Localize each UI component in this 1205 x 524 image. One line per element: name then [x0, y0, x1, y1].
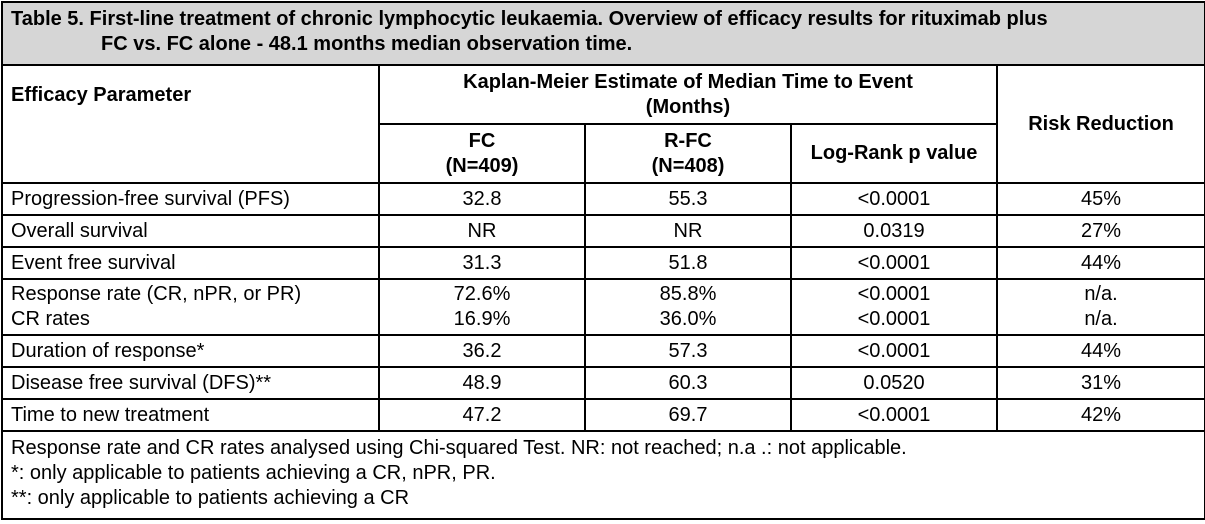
row-param-line-2: CR rates — [11, 308, 90, 330]
row-risk-reduction: 45% — [996, 182, 1205, 216]
table-row: Overall survival NR NR 0.0319 27% — [1, 214, 1205, 248]
table-row: Disease free survival (DFS)** 48.9 60.3 … — [1, 366, 1205, 400]
row-param: Duration of response* — [1, 334, 380, 368]
header-rfc-n: (N=408) — [651, 154, 725, 177]
row-pvalue: 0.0319 — [790, 214, 998, 248]
row-pvalue: 0.0520 — [790, 366, 998, 400]
row-pvalue-line-1: <0.0001 — [857, 283, 931, 305]
row-param: Progression-free survival (PFS) — [1, 182, 380, 216]
row-risk-reduction: n/a. n/a. — [996, 278, 1205, 336]
row-fc: 31.3 — [378, 246, 586, 280]
row-param: Response rate (CR, nPR, or PR) CR rates — [1, 278, 380, 336]
row-rfc: 51.8 — [584, 246, 792, 280]
row-fc: 72.6% 16.9% — [378, 278, 586, 336]
row-fc: 32.8 — [378, 182, 586, 216]
row-rfc: 57.3 — [584, 334, 792, 368]
row-rfc: 60.3 — [584, 366, 792, 400]
row-risk-reduction-line-1: n/a. — [1084, 283, 1118, 305]
row-param: Event free survival — [1, 246, 380, 280]
row-param-line-1: Response rate (CR, nPR, or PR) — [11, 283, 302, 305]
row-rfc: NR — [584, 214, 792, 248]
header-efficacy-parameter: Efficacy Parameter — [1, 64, 380, 184]
row-rfc-line-1: 85.8% — [659, 283, 717, 305]
header-km-line-1: Kaplan-Meier Estimate of Median Time to … — [463, 70, 913, 93]
footnote-1: Response rate and CR rates analysed usin… — [11, 437, 907, 459]
header-fc-name: FC — [468, 129, 496, 152]
caption-line-1: Table 5. First-line treatment of chronic… — [11, 8, 1048, 30]
row-rfc: 85.8% 36.0% — [584, 278, 792, 336]
row-fc: NR — [378, 214, 586, 248]
row-risk-reduction: 44% — [996, 334, 1205, 368]
row-fc-line-2: 16.9% — [453, 308, 511, 330]
row-risk-reduction-line-2: n/a. — [1084, 308, 1118, 330]
row-pvalue: <0.0001 <0.0001 — [790, 278, 998, 336]
row-param: Overall survival — [1, 214, 380, 248]
table-row: Response rate (CR, nPR, or PR) CR rates … — [1, 278, 1205, 336]
row-fc: 36.2 — [378, 334, 586, 368]
row-fc-line-1: 72.6% — [453, 283, 511, 305]
header-rfc-name: R-FC — [664, 129, 712, 152]
row-risk-reduction: 27% — [996, 214, 1205, 248]
header-risk-reduction: Risk Reduction — [996, 64, 1205, 184]
footnote-3: **: only applicable to patients achievin… — [11, 487, 410, 509]
row-fc: 47.2 — [378, 398, 586, 432]
row-risk-reduction: 42% — [996, 398, 1205, 432]
row-pvalue: <0.0001 — [790, 246, 998, 280]
row-rfc-line-2: 36.0% — [659, 308, 717, 330]
row-param: Time to new treatment — [1, 398, 380, 432]
header-fc-n: (N=409) — [445, 154, 519, 177]
row-pvalue-line-2: <0.0001 — [857, 308, 931, 330]
row-pvalue: <0.0001 — [790, 182, 998, 216]
table-caption: Table 5. First-line treatment of chronic… — [1, 1, 1205, 66]
row-pvalue: <0.0001 — [790, 398, 998, 432]
table-row: Time to new treatment 47.2 69.7 <0.0001 … — [1, 398, 1205, 432]
header-fc: FC (N=409) — [378, 123, 586, 184]
row-risk-reduction: 44% — [996, 246, 1205, 280]
row-pvalue: <0.0001 — [790, 334, 998, 368]
table-row: Duration of response* 36.2 57.3 <0.0001 … — [1, 334, 1205, 368]
row-rfc: 69.7 — [584, 398, 792, 432]
caption-line-2: FC vs. FC alone - 48.1 months median obs… — [101, 33, 633, 55]
row-fc: 48.9 — [378, 366, 586, 400]
footnote-2: *: only applicable to patients achieving… — [11, 462, 496, 484]
row-rfc: 55.3 — [584, 182, 792, 216]
row-param: Disease free survival (DFS)** — [1, 366, 380, 400]
table-footnotes: Response rate and CR rates analysed usin… — [1, 430, 1205, 520]
table-row: Event free survival 31.3 51.8 <0.0001 44… — [1, 246, 1205, 280]
table-row: Progression-free survival (PFS) 32.8 55.… — [1, 182, 1205, 216]
header-logrank: Log-Rank p value — [790, 123, 998, 184]
header-km-estimate: Kaplan-Meier Estimate of Median Time to … — [378, 64, 998, 125]
header-km-line-2: (Months) — [645, 95, 731, 118]
row-risk-reduction: 31% — [996, 366, 1205, 400]
header-rfc: R-FC (N=408) — [584, 123, 792, 184]
